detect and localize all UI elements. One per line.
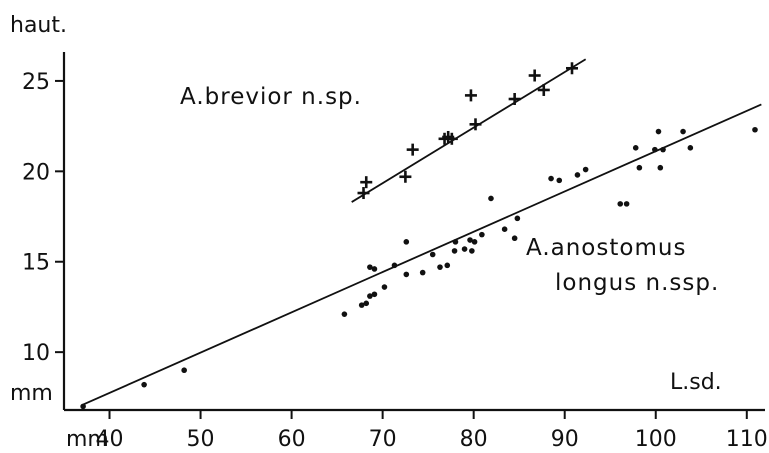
data-point-dot (403, 239, 410, 245)
data-point-dot (548, 175, 554, 182)
data-point-plus (360, 176, 373, 189)
x-tick-label: 110 (726, 427, 768, 452)
series-label-anostomus-line1: A.anostomus (526, 235, 686, 261)
x-tick-label: 100 (635, 427, 677, 452)
axes (62, 52, 765, 412)
x-tick-label: 80 (460, 427, 488, 452)
fit-lines (82, 58, 762, 406)
y-tick-label: 15 (22, 251, 50, 276)
x-tick-label: 60 (278, 427, 306, 452)
data-point-plus (469, 118, 482, 131)
data-point-dot (623, 201, 630, 207)
data-point-dot (574, 172, 581, 178)
data-point-dot (657, 164, 664, 171)
y-tick-label: 25 (22, 70, 50, 95)
data-point-plus (406, 143, 419, 156)
data-points (80, 62, 758, 410)
data-point-dot (652, 146, 658, 153)
data-point-dot (391, 262, 398, 269)
data-point-dot (381, 284, 388, 290)
data-point-plus (464, 89, 477, 102)
data-point-dot (367, 264, 373, 270)
data-point-dot (632, 145, 639, 151)
fit-line-series-1 (82, 103, 762, 406)
x-tick-label: 90 (551, 427, 579, 452)
data-point-dot (363, 300, 370, 307)
data-point-dot (437, 264, 443, 270)
data-point-plus (508, 93, 521, 106)
x-tick-label: 70 (369, 427, 397, 452)
data-point-dot (687, 145, 694, 151)
x-axis-unit: mm (66, 427, 109, 452)
data-point-dot (403, 271, 410, 278)
data-point-dot (655, 128, 662, 135)
data-point-dot (371, 291, 378, 298)
data-point-plus (537, 83, 550, 96)
series-label-brevior: A.brevior n.sp. (180, 84, 362, 110)
x-axis-title: L.sd. (670, 370, 722, 395)
series-label-anostomus-line2: longus n.ssp. (555, 270, 719, 296)
data-point-dot (488, 195, 494, 202)
data-point-dot (469, 248, 475, 254)
ticks: 40 50 60 70 80 90 100 110 10 15 20 25 (22, 70, 768, 452)
data-point-dot (80, 403, 86, 410)
data-point-dot (636, 164, 643, 171)
data-point-dot (358, 302, 365, 308)
data-point-plus (399, 170, 412, 183)
data-point-dot (617, 201, 624, 207)
data-point-dot (371, 266, 378, 272)
data-point-dot (451, 248, 458, 254)
data-point-dot (680, 128, 686, 135)
data-point-dot (341, 311, 348, 317)
data-point-dot (367, 293, 373, 299)
data-point-plus (445, 132, 458, 145)
y-tick-label: 20 (22, 160, 50, 185)
data-point-dot (660, 146, 666, 153)
fit-line-series-0 (351, 58, 587, 203)
data-point-dot (467, 237, 473, 243)
data-point-dot (752, 126, 758, 133)
data-point-dot (452, 239, 459, 245)
x-tick-label: 50 (187, 427, 215, 452)
data-point-dot (141, 381, 147, 388)
y-axis-unit: mm (10, 381, 53, 406)
data-point-dot (556, 177, 563, 184)
data-point-dot (444, 262, 451, 269)
data-point-dot (181, 367, 187, 374)
data-point-dot (429, 251, 436, 258)
data-point-dot (479, 231, 485, 238)
data-point-plus (528, 69, 541, 82)
data-point-dot (582, 166, 589, 173)
data-point-dot (511, 235, 518, 242)
data-point-dot (514, 215, 521, 222)
x-tick-label: 40 (96, 427, 124, 452)
data-point-plus (357, 187, 370, 200)
data-point-plus (565, 62, 578, 75)
data-point-dot (501, 226, 508, 232)
data-point-dot (461, 246, 468, 252)
y-tick-label: 10 (22, 341, 50, 366)
data-point-dot (471, 239, 478, 245)
data-point-dot (419, 269, 426, 276)
y-axis-title: haut. (10, 13, 67, 38)
